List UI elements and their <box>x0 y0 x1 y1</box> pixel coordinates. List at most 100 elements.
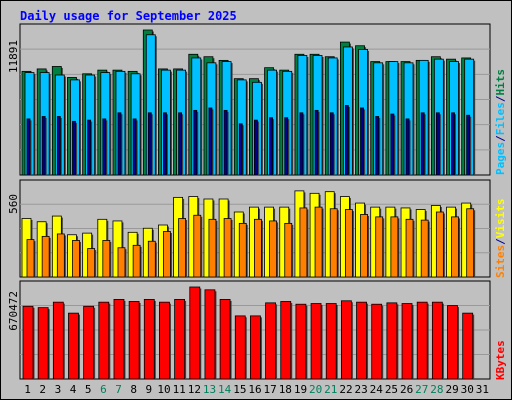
bar-sites <box>344 209 353 278</box>
bar-pages <box>435 112 440 176</box>
bar-kbytes <box>386 302 398 380</box>
legend-hits-files-pages: Pages/Files/Hits <box>494 69 507 175</box>
bar-kbytes <box>159 301 170 380</box>
x-tick-label: 7 <box>115 383 122 396</box>
x-tick-label: 1 <box>24 383 31 396</box>
x-axis-day-labels: 1 2 3 4 5 6 7 8 9 10 11 12 13 14 15 16 17 18 19 20 21 22 23 24 2… <box>24 383 489 396</box>
bar-pages <box>87 119 92 176</box>
panel-visits-max-label: 560 <box>7 194 20 214</box>
x-tick-label: 8 <box>130 383 137 396</box>
bar-sites <box>299 207 308 278</box>
bar-kbytes <box>295 303 307 380</box>
bar-sites <box>238 222 247 278</box>
bar-pages <box>466 114 471 176</box>
x-tick-label: 3 <box>55 383 62 396</box>
bar-pages <box>238 123 243 176</box>
bar-kbytes <box>219 299 231 380</box>
bar-pages <box>299 112 304 176</box>
bar-pages <box>178 112 183 176</box>
bar-sites <box>147 240 156 278</box>
bar-sites <box>178 218 187 278</box>
bar-pages <box>344 105 349 176</box>
bar-sites <box>360 214 368 278</box>
bar-pages <box>193 109 198 176</box>
x-tick-label: 27 <box>415 383 428 396</box>
bar-kbytes <box>52 301 64 380</box>
bar-sites <box>314 206 323 278</box>
x-tick-label: 20 <box>309 383 322 396</box>
legend-separator: / <box>494 95 507 102</box>
bar-sites <box>451 216 459 278</box>
bar-pages <box>102 118 107 176</box>
x-tick-label: 9 <box>146 383 153 396</box>
bar-kbytes <box>416 301 428 380</box>
bar-sites <box>193 214 202 278</box>
bar-sites <box>405 218 414 278</box>
bar-sites <box>329 208 338 278</box>
legend-visits: Visits <box>494 199 507 239</box>
bar-sites <box>102 240 111 278</box>
x-tick-label: 28 <box>430 383 443 396</box>
x-tick-label: 25 <box>385 383 398 396</box>
bar-pages <box>117 112 122 176</box>
legend-separator: / <box>494 238 507 245</box>
bar-kbytes <box>340 300 352 380</box>
legend-visits-sites: Sites/Visits <box>494 199 507 279</box>
bar-pages <box>284 117 289 176</box>
bar-kbytes <box>371 303 383 380</box>
bar-pages <box>405 118 410 176</box>
bar-sites <box>56 233 65 278</box>
x-tick-label: 19 <box>294 383 307 396</box>
bar-pages <box>269 117 273 176</box>
legend-kbytes: KBytes <box>494 340 507 380</box>
x-tick-label: 4 <box>70 383 77 396</box>
bar-sites <box>117 247 126 278</box>
x-tick-label: 18 <box>279 383 292 396</box>
bar-pages <box>132 118 137 176</box>
panel-hits-files-pages: 11891 <box>7 23 491 176</box>
bar-sites <box>72 240 80 278</box>
bar-sites <box>435 211 444 278</box>
x-tick-label: 21 <box>324 383 337 396</box>
bar-sites <box>223 218 232 278</box>
x-tick-label: 12 <box>188 383 201 396</box>
bar-sites <box>87 248 96 278</box>
bar-kbytes <box>234 315 246 380</box>
bar-kbytes <box>280 301 292 380</box>
bar-sites <box>163 231 171 278</box>
bar-sites <box>254 218 262 278</box>
bar-sites <box>208 218 217 278</box>
bar-kbytes <box>113 299 125 380</box>
panel-hits-max-label: 11891 <box>7 40 20 73</box>
bar-kbytes <box>250 315 261 380</box>
legend-pages: Pages <box>494 142 507 175</box>
x-tick-label: 11 <box>173 383 186 396</box>
x-tick-label: 26 <box>400 383 413 396</box>
x-tick-label: 22 <box>339 383 352 396</box>
legend-sites: Sites <box>494 245 507 278</box>
panel-visits-sites: 560 <box>7 179 491 278</box>
panel-kbytes: 670472 <box>7 280 491 380</box>
bar-pages <box>223 109 228 176</box>
bar-pages <box>360 107 364 176</box>
bar-kbytes <box>22 305 34 380</box>
bar-kbytes <box>128 301 140 380</box>
bar-sites <box>26 239 35 278</box>
bar-sites <box>466 208 475 278</box>
bar-kbytes <box>447 305 458 380</box>
x-tick-label: 14 <box>218 383 232 396</box>
x-tick-label: 13 <box>203 383 216 396</box>
bar-pages <box>208 107 213 176</box>
bar-kbytes <box>310 303 322 380</box>
x-tick-label: 17 <box>264 383 277 396</box>
bar-kbytes <box>462 312 474 380</box>
bar-pages <box>254 119 258 176</box>
x-tick-label: 30 <box>461 383 474 396</box>
x-tick-label: 2 <box>39 383 46 396</box>
bar-sites <box>269 220 277 278</box>
bar-pages <box>56 116 61 176</box>
bar-pages <box>147 112 152 176</box>
bar-pages <box>41 116 46 176</box>
bar-kbytes <box>356 301 367 380</box>
